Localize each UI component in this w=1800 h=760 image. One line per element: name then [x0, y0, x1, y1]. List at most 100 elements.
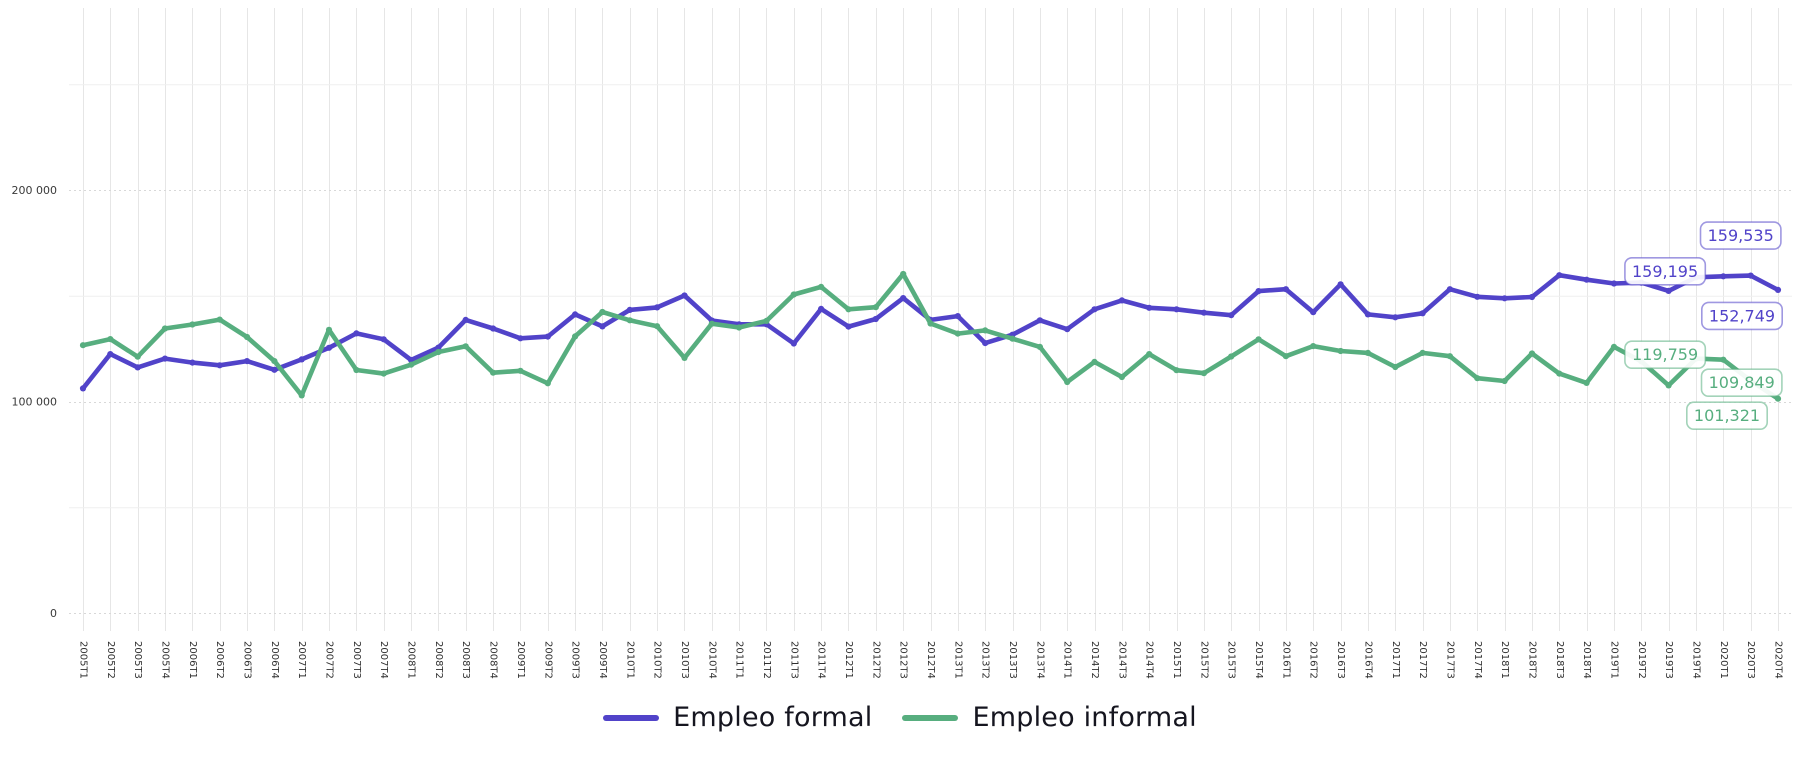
data-point — [1501, 295, 1508, 302]
x-tick-label: 2018T1 — [1499, 641, 1510, 679]
data-point — [517, 367, 524, 374]
data-point — [325, 326, 333, 333]
x-tick-label: 2018T3 — [1554, 641, 1565, 679]
x-tick-label: 2018T2 — [1526, 641, 1537, 679]
data-point — [927, 320, 934, 327]
data-point — [1091, 306, 1098, 313]
data-point — [1228, 312, 1235, 319]
data-point — [189, 359, 196, 366]
data-point — [134, 364, 141, 371]
data-point — [1200, 309, 1207, 316]
end-value-annotations: 159,195 159,535 152,749 119,759 109,849 101,3… — [1624, 221, 1784, 431]
legend-item-empleo-informal[interactable]: Empleo informal — [902, 702, 1197, 733]
x-tick-label: 2011T1 — [734, 641, 745, 679]
series-empleo-formal[interactable] — [79, 272, 1782, 392]
x-tick-label: 2009T2 — [542, 641, 553, 679]
data-point — [900, 295, 907, 302]
data-point — [1064, 326, 1071, 333]
y-tick-label: 100 000 — [12, 396, 58, 409]
data-point — [544, 333, 551, 340]
annotation-2020t1-empleo-formal: 159,195 — [1624, 256, 1707, 286]
data-point — [1501, 377, 1508, 385]
data-point — [1091, 358, 1098, 365]
data-point — [1419, 310, 1426, 317]
data-point — [790, 291, 797, 298]
data-point — [1036, 343, 1043, 350]
x-tick-label: 2006T2 — [214, 641, 225, 679]
annotation-2020t3-empleo-formal: 159,535 — [1699, 221, 1782, 250]
x-tick-label: 2016T1 — [1280, 641, 1291, 679]
x-tick-label: 2009T4 — [597, 641, 608, 679]
y-major-gridlines — [69, 190, 1792, 614]
data-point — [1364, 311, 1371, 318]
x-tick-label: 2017T2 — [1417, 641, 1428, 679]
data-point — [1446, 353, 1453, 360]
data-point — [298, 392, 305, 399]
data-point — [353, 330, 360, 337]
data-point — [1665, 382, 1672, 389]
x-tick-label: 2019T3 — [1663, 641, 1674, 679]
x-tick-label: 2014T2 — [1089, 641, 1100, 679]
x-tick-label: 2005T3 — [132, 641, 143, 679]
data-point — [1310, 309, 1317, 316]
data-point — [380, 370, 387, 377]
x-tick-label: 2005T2 — [105, 641, 116, 679]
data-point — [982, 340, 989, 347]
x-tick-label: 2006T3 — [242, 641, 253, 679]
data-point — [1583, 276, 1590, 283]
data-point — [1665, 287, 1672, 294]
data-point — [1118, 373, 1125, 381]
x-tick-label: 2019T1 — [1608, 641, 1619, 679]
data-point — [1364, 349, 1371, 356]
data-point — [1009, 335, 1016, 342]
annotation-value: 101,321 — [1694, 406, 1760, 425]
data-point — [654, 304, 661, 311]
x-tick-label: 2013T3 — [1007, 641, 1018, 679]
x-tick-label: 2007T2 — [324, 641, 335, 679]
data-point — [790, 340, 797, 347]
legend-item-empleo-formal[interactable]: Empleo formal — [603, 702, 872, 733]
data-point — [1036, 317, 1043, 324]
annotation-value: 119,759 — [1632, 345, 1698, 364]
x-tick-label: 2005T4 — [160, 641, 171, 679]
data-point — [216, 316, 223, 323]
data-point — [161, 355, 169, 362]
annotation-box — [1701, 301, 1784, 331]
data-point — [435, 348, 442, 356]
x-tick-label: 2015T2 — [1198, 641, 1209, 679]
data-point — [490, 325, 497, 332]
x-tick-label: 2016T3 — [1335, 641, 1346, 679]
data-point — [1774, 286, 1782, 293]
legend-line-swatch-formal — [603, 714, 660, 721]
x-tick-label: 2010T3 — [679, 641, 690, 679]
data-point — [654, 323, 661, 330]
x-tick-label: 2006T1 — [187, 641, 198, 679]
x-tick-label: 2015T3 — [1226, 641, 1237, 679]
data-point — [1474, 293, 1481, 300]
data-point — [1337, 347, 1344, 355]
x-tick-label: 2009T1 — [515, 641, 526, 679]
x-tick-label: 2016T2 — [1308, 641, 1319, 679]
data-point — [1556, 272, 1563, 279]
data-point — [189, 321, 196, 328]
data-point — [243, 333, 251, 341]
annotation-2020t1-empleo-informal: 119,759 — [1624, 340, 1707, 370]
data-point — [1392, 314, 1399, 321]
data-point — [107, 351, 114, 358]
x-tick-label: 2010T4 — [706, 641, 717, 679]
data-point — [462, 316, 469, 323]
y-axis-labels: 0 100 000 200 000 — [12, 184, 58, 620]
data-point — [1474, 375, 1481, 382]
series-line-empleo-informal — [80, 271, 1781, 402]
data-point — [1419, 349, 1426, 356]
data-point — [1337, 281, 1344, 288]
data-point — [1064, 378, 1071, 386]
series-empleo-informal[interactable] — [79, 270, 1782, 402]
data-point — [1528, 293, 1536, 301]
x-tick-label: 2018T4 — [1581, 641, 1592, 679]
x-tick-label: 2012T2 — [870, 641, 881, 679]
x-tick-label: 2007T3 — [351, 641, 362, 679]
series-line-empleo-formal — [80, 272, 1781, 391]
annotation-2020t3-empleo-informal: 109,849 — [1700, 368, 1783, 398]
x-tick-label: 2006T4 — [269, 641, 280, 679]
